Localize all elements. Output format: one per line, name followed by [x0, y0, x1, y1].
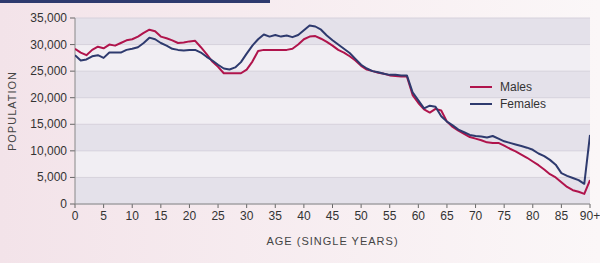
y-tick-label: 35,000	[30, 11, 67, 25]
x-tick	[532, 204, 533, 208]
y-tick	[70, 18, 75, 19]
x-tick-label: 45	[326, 209, 340, 223]
legend-label: Males	[500, 80, 532, 94]
x-tick-label: 90+	[580, 209, 600, 223]
x-tick	[132, 204, 133, 208]
y-tick-label: 5,000	[37, 170, 67, 184]
y-tick-label: 20,000	[30, 91, 67, 105]
x-tick	[418, 204, 419, 208]
x-tick-label: 30	[240, 209, 254, 223]
series-group	[75, 25, 590, 193]
y-tick	[70, 71, 75, 72]
y-tick	[70, 97, 75, 98]
plot-area	[75, 18, 590, 204]
y-tick-label: 15,000	[30, 117, 67, 131]
y-tick	[70, 204, 75, 205]
x-tick-label: 25	[211, 209, 225, 223]
grid-line	[75, 18, 590, 19]
y-axis-label: POPULATION	[6, 71, 18, 151]
y-tick	[70, 150, 75, 151]
legend-label: Females	[500, 97, 546, 111]
y-tick-label: 25,000	[30, 64, 67, 78]
y-tick	[70, 44, 75, 45]
x-tick	[218, 204, 219, 208]
x-tick	[561, 204, 562, 208]
y-tick-label: 0	[60, 197, 67, 211]
x-tick	[160, 204, 161, 208]
band	[75, 71, 590, 98]
x-tick	[246, 204, 247, 208]
y-tick-label: 30,000	[30, 38, 67, 52]
x-axis	[75, 204, 590, 205]
x-tick	[275, 204, 276, 208]
x-tick-label: 35	[269, 209, 283, 223]
x-tick	[590, 204, 591, 208]
legend-swatch	[470, 86, 492, 88]
grid-line	[75, 71, 590, 72]
x-tick-label: 85	[555, 209, 569, 223]
y-axis	[75, 18, 76, 204]
x-tick-label: 70	[469, 209, 483, 223]
x-tick-label: 60	[412, 209, 426, 223]
band	[75, 177, 590, 204]
top-bar	[0, 0, 270, 3]
grid-line	[75, 124, 590, 125]
x-axis-label: AGE (SINGLE YEARS)	[266, 235, 398, 247]
legend-swatch	[470, 103, 492, 105]
x-tick-label: 75	[497, 209, 511, 223]
x-tick-label: 10	[126, 209, 140, 223]
x-tick-label: 15	[154, 209, 168, 223]
x-tick	[475, 204, 476, 208]
x-tick-label: 5	[100, 209, 107, 223]
x-tick	[361, 204, 362, 208]
y-tick	[70, 124, 75, 125]
y-tick-label: 10,000	[30, 144, 67, 158]
x-tick	[389, 204, 390, 208]
chart: 0 5,000 10,000 15,000 20,000 25,000 30,000 35,0…	[0, 0, 600, 263]
x-tick	[303, 204, 304, 208]
x-tick-label: 0	[72, 209, 79, 223]
x-tick	[332, 204, 333, 208]
y-tick	[70, 177, 75, 178]
x-tick-label: 40	[297, 209, 311, 223]
x-tick	[504, 204, 505, 208]
grid-line	[75, 177, 590, 178]
series-line	[75, 25, 590, 183]
grid-line	[75, 204, 590, 205]
x-tick-label: 80	[526, 209, 540, 223]
x-tick-label: 20	[183, 209, 197, 223]
x-tick	[75, 204, 76, 208]
background	[0, 0, 600, 263]
x-tick	[446, 204, 447, 208]
x-tick-label: 65	[440, 209, 454, 223]
x-tick-label: 55	[383, 209, 397, 223]
x-tick-label: 50	[354, 209, 368, 223]
x-tick	[189, 204, 190, 208]
x-tick	[103, 204, 104, 208]
band	[75, 124, 590, 151]
series-line	[75, 30, 590, 194]
